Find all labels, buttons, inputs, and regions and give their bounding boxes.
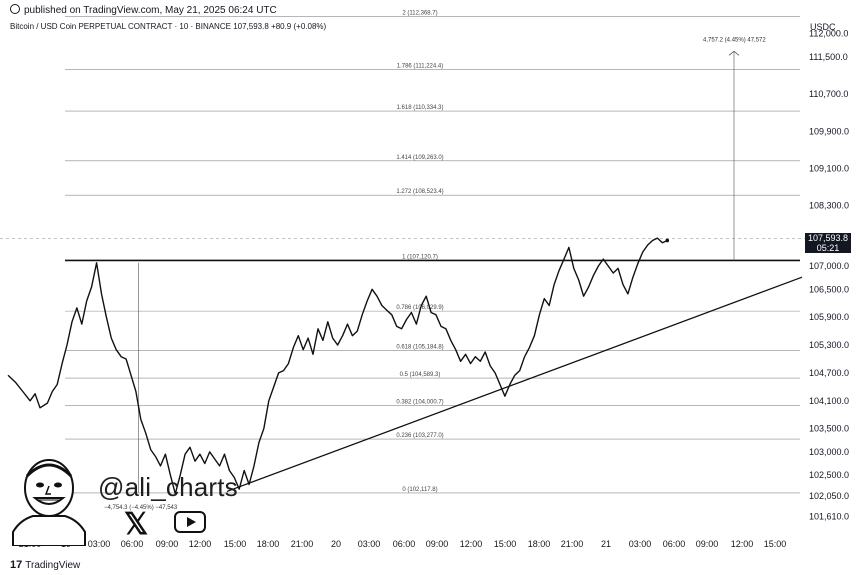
fib-level-label: 0.5 (104,589.3) bbox=[400, 372, 441, 378]
x-tick-label: 09:00 bbox=[426, 539, 449, 549]
y-tick-label: 110,700.0 bbox=[809, 89, 848, 99]
x-tick-label: 20 bbox=[331, 539, 341, 549]
x-tick-label: 21:00 bbox=[291, 539, 314, 549]
y-tick-label: 102,500.0 bbox=[809, 470, 849, 480]
y-tick-label: 111,500.0 bbox=[809, 52, 848, 62]
fib-level-label: 0.236 (103,277.0) bbox=[396, 433, 443, 439]
x-tick-label: 18:00 bbox=[528, 539, 551, 549]
y-tick-label: 108,300.0 bbox=[809, 201, 849, 211]
x-tick-label: 18:00 bbox=[257, 539, 280, 549]
fib-level-label: 2 (112,368.7) bbox=[402, 11, 437, 17]
fib-level-label: 1.786 (111,224.4) bbox=[397, 64, 443, 70]
symbol-price: 107,593.8 bbox=[233, 22, 269, 31]
footer-brand: 17 TradingView bbox=[10, 559, 81, 571]
x-tick-label: 12:00 bbox=[460, 539, 483, 549]
price-axis[interactable]: 112,000.0 111,500.0 110,700.0 109,900.0 109,… bbox=[809, 29, 849, 522]
y-tick-label: 103,500.0 bbox=[809, 424, 849, 434]
y-tick-label: 101,610.0 bbox=[809, 512, 849, 522]
x-tick-label: 09:00 bbox=[696, 539, 719, 549]
fib-level-label: 1.618 (110,334.3) bbox=[397, 105, 444, 111]
fib-level-label: 1 (107,120.7) bbox=[402, 254, 438, 260]
symbol-name: Bitcoin / USD Coin PERPETUAL CONTRACT · … bbox=[10, 22, 231, 31]
x-logo-icon: 𝕏 bbox=[124, 508, 149, 541]
y-tick-label: 104,700.0 bbox=[809, 368, 849, 378]
x-tick-label: 03:00 bbox=[629, 539, 652, 549]
symbol-header: Bitcoin / USD Coin PERPETUAL CONTRACT · … bbox=[10, 22, 326, 31]
current-price-badge: 107,593.8 05:21 bbox=[805, 233, 851, 253]
time-axis[interactable]: 21:001903:0006:0009:0012:0015:0018:0021:… bbox=[19, 539, 787, 549]
y-tick-label: 103,000.0 bbox=[809, 447, 849, 457]
x-tick-label: 15:00 bbox=[494, 539, 517, 549]
x-tick-label: 03:00 bbox=[88, 539, 111, 549]
price-line bbox=[7, 237, 668, 495]
y-tick-label: 105,900.0 bbox=[809, 312, 849, 322]
y-tick-label: 109,100.0 bbox=[809, 163, 849, 173]
fib-level-label: 1.414 (109,263.0) bbox=[396, 155, 443, 161]
measure-tools: −4,754.3 (−4.45%) −47,543 4,757.2 (4.45%)… bbox=[104, 37, 766, 511]
fib-level-label: 0 (102,117.8) bbox=[402, 487, 437, 493]
y-tick-label: 112,000.0 bbox=[809, 29, 848, 39]
youtube-logo-icon bbox=[174, 511, 206, 533]
x-tick-label: 15:00 bbox=[764, 539, 787, 549]
y-tick-label: 107,000.0 bbox=[809, 261, 849, 271]
x-tick-label: 12:00 bbox=[189, 539, 212, 549]
avatar-icon bbox=[12, 459, 86, 546]
x-tick-label: 21 bbox=[601, 539, 611, 549]
symbol-change: +80.9 (+0.08%) bbox=[271, 22, 327, 31]
measure-down-label: −4,754.3 (−4.45%) −47,543 bbox=[104, 505, 178, 511]
fib-grid: 2 (112,368.7) 1.786 (111,224.4) 1.618 (110… bbox=[0, 11, 805, 494]
currency-label: USDC bbox=[810, 22, 836, 32]
x-tick-label: 06:00 bbox=[393, 539, 416, 549]
watermark-handle: @ali_charts bbox=[98, 472, 238, 502]
measure-up-label: 4,757.2 (4.45%) 47,572 bbox=[703, 37, 766, 43]
y-tick-label: 102,050.0 bbox=[809, 491, 849, 501]
x-tick-label: 15:00 bbox=[224, 539, 247, 549]
measure-arrow-icon bbox=[728, 50, 740, 56]
published-notice: published on TradingView.com, May 21, 20… bbox=[10, 4, 277, 16]
fib-level-label: 0.618 (105,184.8) bbox=[396, 344, 443, 350]
x-tick-label: 06:00 bbox=[663, 539, 686, 549]
fib-level-label: 1.272 (108,523.4) bbox=[396, 189, 443, 195]
last-price-point bbox=[665, 238, 670, 243]
x-tick-label: 06:00 bbox=[121, 539, 144, 549]
price-series bbox=[7, 237, 670, 495]
trendlines bbox=[226, 276, 803, 493]
y-tick-label: 106,500.0 bbox=[809, 284, 849, 294]
x-tick-label: 09:00 bbox=[156, 539, 179, 549]
ascending-trendline[interactable] bbox=[226, 276, 803, 493]
tv-brand-icon: 17 bbox=[10, 559, 23, 571]
fib-level-label: 0.382 (104,000.7) bbox=[396, 399, 443, 405]
y-tick-label: 109,900.0 bbox=[809, 126, 849, 136]
x-tick-label: 03:00 bbox=[358, 539, 381, 549]
x-tick-label: 21:00 bbox=[561, 539, 584, 549]
y-tick-label: 104,100.0 bbox=[809, 396, 849, 406]
y-tick-label: 105,300.0 bbox=[809, 340, 849, 350]
x-tick-label: 12:00 bbox=[731, 539, 754, 549]
tradingview-logo-icon bbox=[10, 4, 20, 14]
